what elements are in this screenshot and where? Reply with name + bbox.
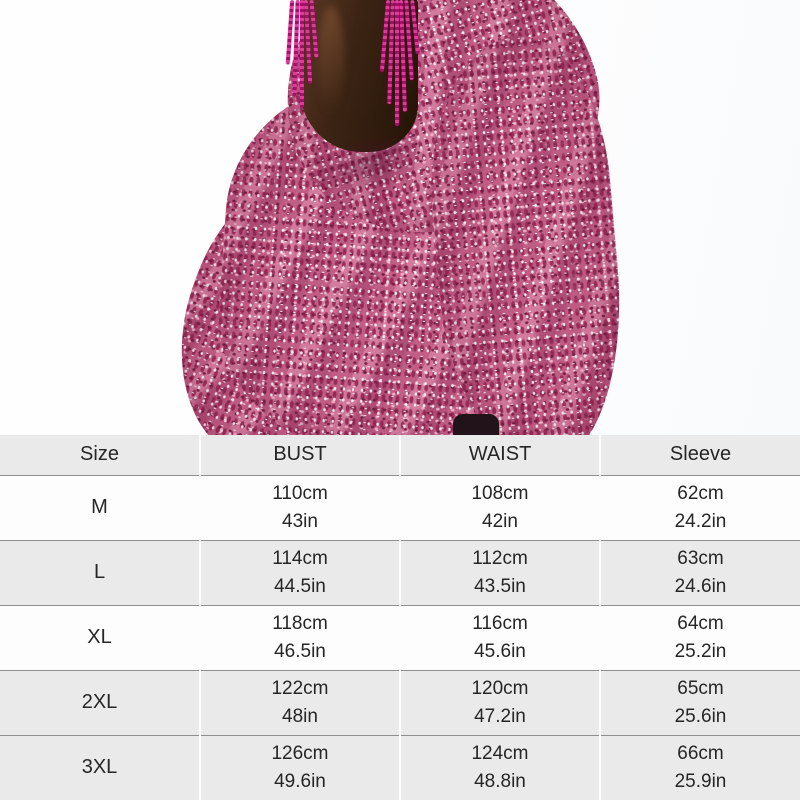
measurement-cm: 63cm [677, 547, 724, 569]
size-cell: L [0, 539, 200, 605]
size-label: L [93, 561, 106, 583]
sleeve-cell: 65cm 25.6in [599, 669, 800, 735]
earring-strand [395, 0, 399, 126]
measurement-cm: 62cm [677, 482, 724, 504]
size-label: XL [87, 626, 112, 648]
bust-cell: 110cm 43in [199, 474, 400, 540]
size-chart-table: Size BUST WAIST Sleeve M 110cm 43in 108c… [0, 435, 800, 800]
table-row-3xl: 3XL 126cm 49.6in 124cm 48.8in 66cm 25.9i… [0, 734, 800, 800]
product-photo [0, 0, 800, 435]
col-header-size: Size [0, 435, 200, 475]
bust-cell: 118cm 46.5in [199, 604, 400, 670]
measurement-in: 43in [282, 510, 318, 532]
waist-cell: 124cm 48.8in [399, 734, 600, 800]
bust-cell: 114cm 44.5in [199, 539, 400, 605]
measurement-cm: 66cm [677, 742, 724, 764]
measurement-cm: 65cm [677, 677, 724, 699]
sleeve-cell: 66cm 25.9in [599, 734, 800, 800]
measurement-cm: 118cm [272, 612, 328, 634]
measurement-in: 45.6in [474, 640, 526, 662]
measurement-cm: 108cm [471, 482, 529, 504]
col-header-waist: WAIST [399, 435, 600, 475]
measurement-in: 42in [482, 510, 518, 532]
measurement-cm: 112cm [472, 547, 528, 569]
model-underlayer [453, 414, 499, 435]
waist-cell: 116cm 45.6in [399, 604, 600, 670]
sleeve-cell: 64cm 25.2in [599, 604, 800, 670]
measurement-cm: 114cm [272, 547, 328, 569]
col-header-bust: BUST [199, 435, 400, 475]
measurement-in: 49.6in [274, 770, 326, 792]
measurement-cm: 120cm [471, 677, 529, 699]
bust-cell: 122cm 48in [199, 669, 400, 735]
measurement-in: 25.6in [674, 705, 727, 727]
left-tassel-earring [285, 0, 319, 108]
measurement-in: 24.6in [674, 575, 727, 597]
measurement-cm: 126cm [271, 742, 329, 764]
size-label: 2XL [81, 691, 118, 713]
measurement-cm: 124cm [471, 742, 529, 764]
table-row-m: M 110cm 43in 108cm 42in 62cm 24.2in [0, 474, 800, 540]
measurement-in: 25.9in [674, 770, 727, 792]
size-cell: 3XL [0, 734, 200, 800]
waist-cell: 120cm 47.2in [399, 669, 600, 735]
measurement-cm: 122cm [271, 677, 329, 699]
model-neck-highlight [318, 6, 344, 116]
table-row-2xl: 2XL 122cm 48in 120cm 47.2in 65cm 25.6in [0, 669, 800, 735]
table-row-l: L 114cm 44.5in 112cm 43.5in 63cm 24.6in [0, 539, 800, 605]
right-tassel-earring [379, 0, 420, 126]
measurement-in: 47.2in [474, 705, 526, 727]
measurement-in: 48in [282, 705, 318, 727]
size-label: M [91, 496, 108, 518]
measurement-in: 43.5in [474, 575, 526, 597]
earring-strand [292, 0, 300, 97]
measurement-cm: 116cm [472, 612, 528, 634]
measurement-in: 25.2in [674, 640, 727, 662]
size-cell: 2XL [0, 669, 200, 735]
table-header-row: Size BUST WAIST Sleeve [0, 435, 800, 475]
waist-cell: 112cm 43.5in [399, 539, 600, 605]
sleeve-cell: 63cm 24.6in [599, 539, 800, 605]
measurement-cm: 64cm [677, 612, 724, 634]
size-cell: M [0, 474, 200, 540]
table-row-xl: XL 118cm 46.5in 116cm 45.6in 64cm 25.2in [0, 604, 800, 670]
earring-strand [300, 0, 304, 108]
size-cell: XL [0, 604, 200, 670]
measurement-in: 46.5in [274, 640, 326, 662]
bust-cell: 126cm 49.6in [199, 734, 400, 800]
measurement-in: 44.5in [274, 575, 326, 597]
size-label: 3XL [81, 756, 118, 779]
sleeve-cell: 62cm 24.2in [599, 474, 800, 540]
measurement-in: 24.2in [674, 510, 727, 532]
waist-cell: 108cm 42in [399, 474, 600, 540]
measurement-in: 48.8in [474, 770, 526, 792]
col-header-sleeve: Sleeve [599, 435, 800, 475]
measurement-cm: 110cm [272, 482, 328, 504]
